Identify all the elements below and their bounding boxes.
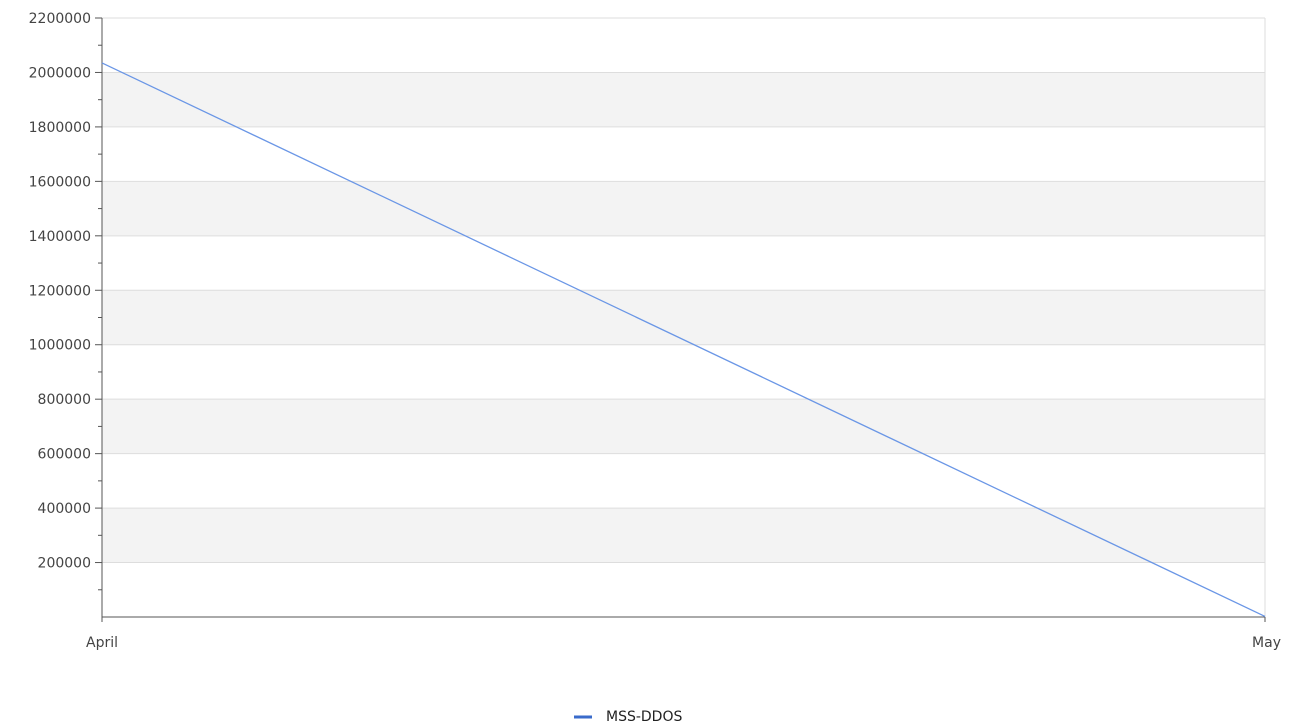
legend: MSS-DDOS xyxy=(574,709,682,725)
y-tick-label: 1600000 xyxy=(29,174,91,190)
legend-label-mss-ddos: MSS-DDOS xyxy=(606,709,682,725)
plot-bands xyxy=(102,18,1265,617)
x-axis: April May xyxy=(86,616,1281,651)
series-lines xyxy=(101,62,1266,618)
y-tick-label: 400000 xyxy=(38,501,91,517)
plot-band xyxy=(102,290,1265,345)
series-line-mss-ddos xyxy=(101,62,1266,618)
y-tick-label: 1000000 xyxy=(29,338,91,354)
plot-band xyxy=(102,508,1265,563)
y-tick-label: 600000 xyxy=(38,447,91,463)
y-tick-label: 1400000 xyxy=(29,229,91,245)
y-tick-label: 1200000 xyxy=(29,283,91,299)
y-tick-label: 200000 xyxy=(38,556,91,572)
y-tick-label: 800000 xyxy=(38,392,91,408)
gridlines xyxy=(102,17,1266,617)
x-tick-label: April xyxy=(86,635,118,651)
plot-band xyxy=(102,399,1265,454)
plot-band xyxy=(102,181,1265,236)
x-tick-label: May xyxy=(1252,635,1281,651)
y-axis: 200000 400000 600000 800000 1000000 1200000 14… xyxy=(29,11,103,617)
plot-band xyxy=(102,72,1265,127)
y-tick-label: 2200000 xyxy=(29,11,91,27)
y-tick-label: 1800000 xyxy=(29,120,91,136)
y-tick-label: 2000000 xyxy=(29,65,91,81)
